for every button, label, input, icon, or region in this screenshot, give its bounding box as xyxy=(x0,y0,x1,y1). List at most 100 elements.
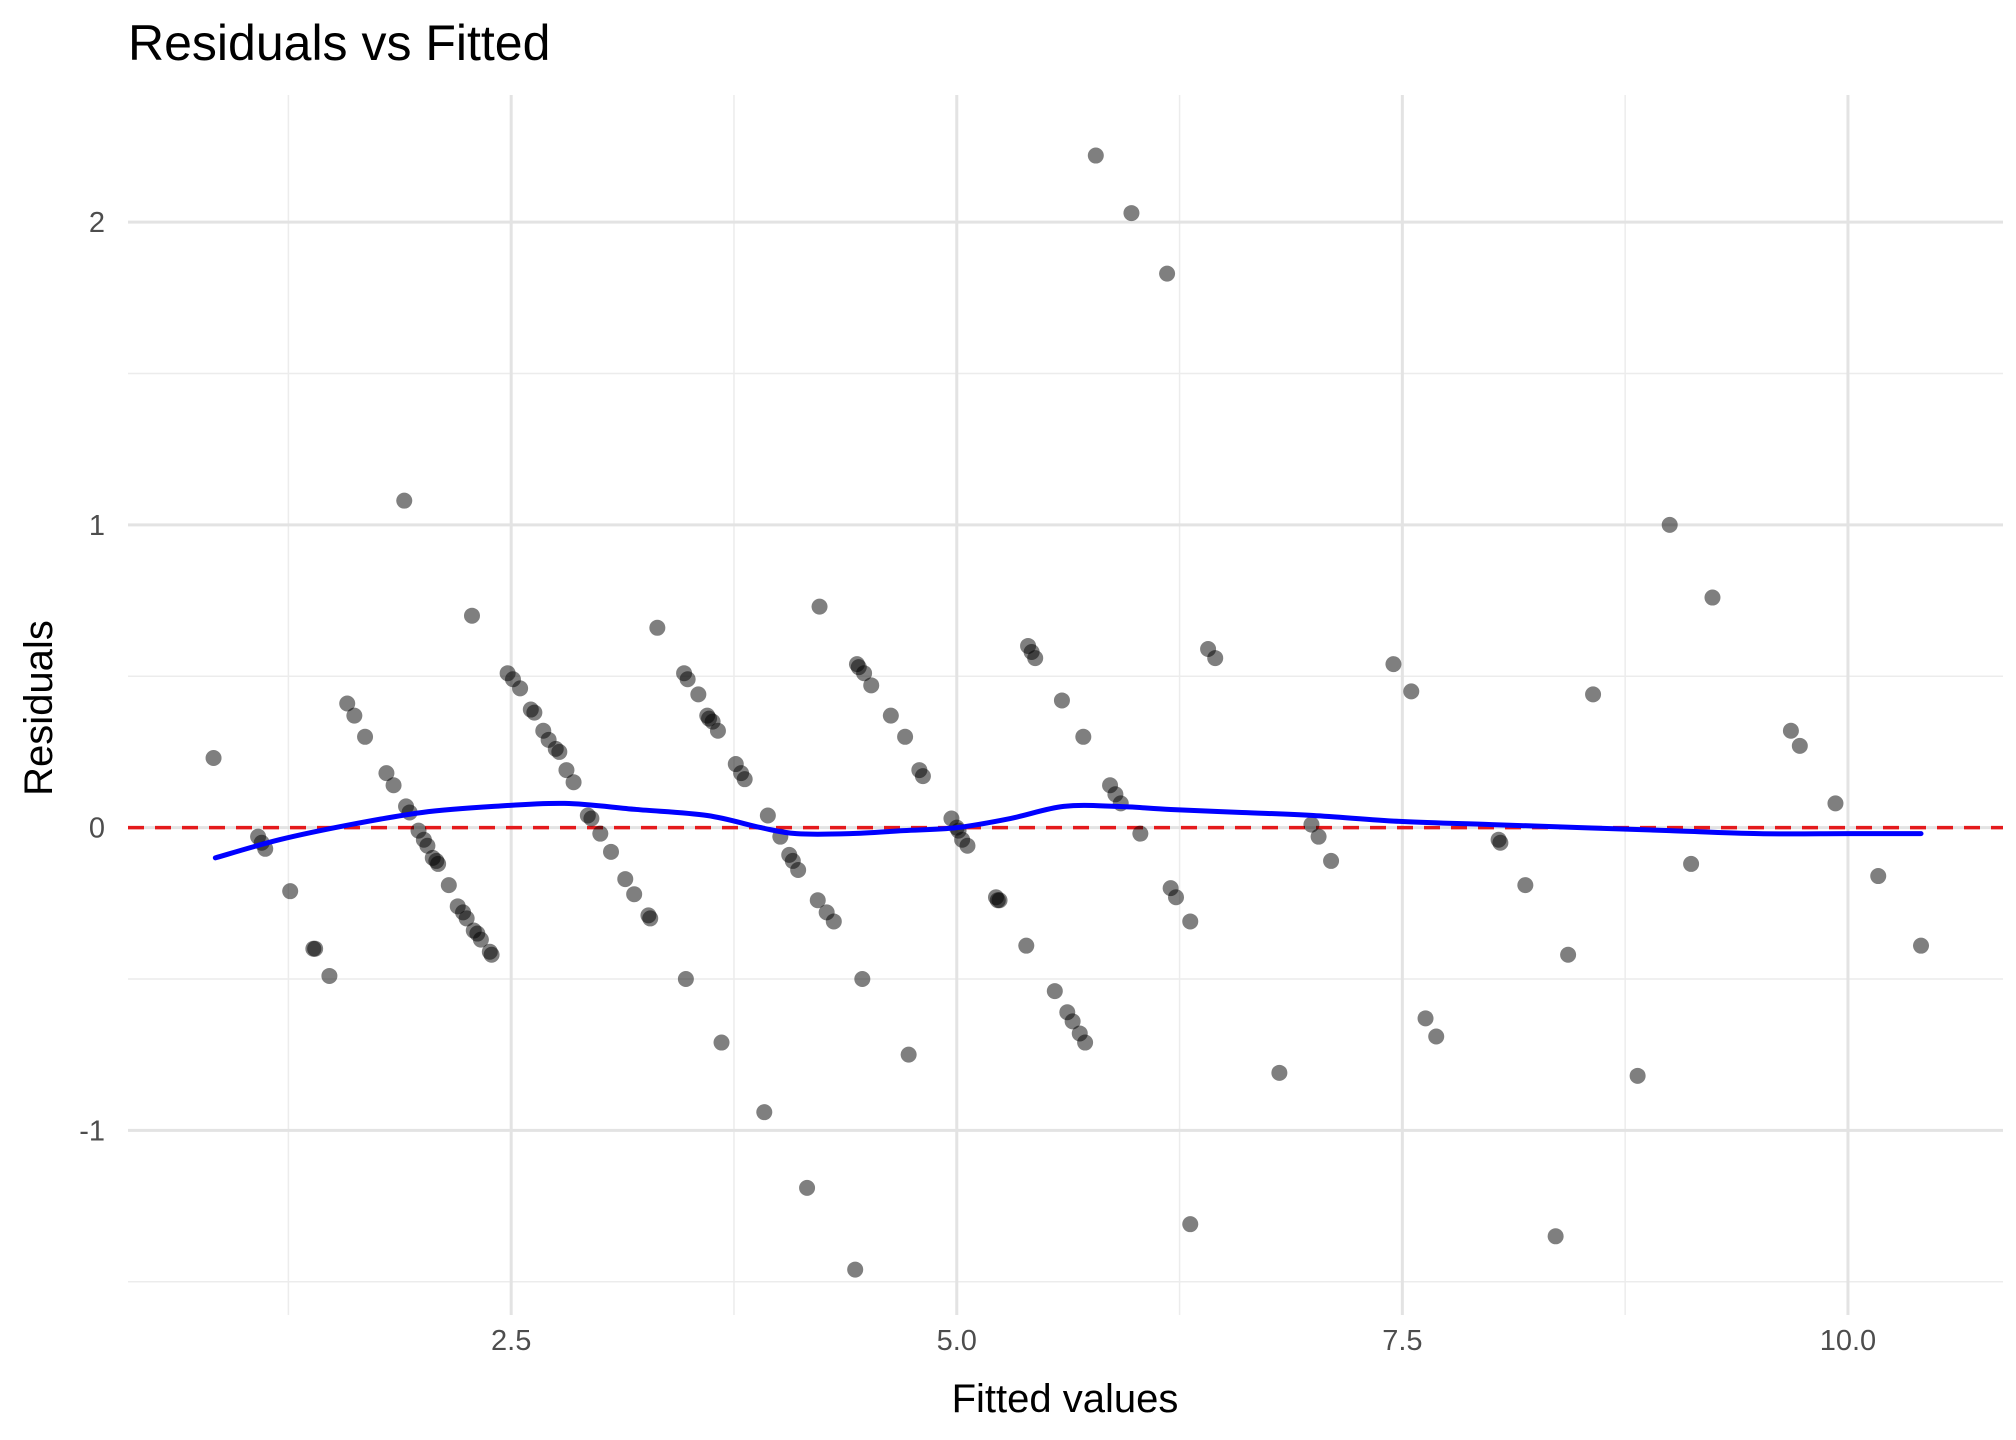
residual-point xyxy=(396,492,413,509)
residual-point xyxy=(1046,983,1063,1000)
y-tick-label: 0 xyxy=(89,813,105,845)
residual-point xyxy=(1913,937,1930,954)
residual-point xyxy=(1323,852,1340,869)
residual-point xyxy=(882,707,899,724)
residual-point xyxy=(1018,937,1035,954)
y-axis-label: Residuals xyxy=(17,620,61,796)
residual-point xyxy=(1310,828,1327,845)
residual-point xyxy=(1661,516,1678,533)
residual-point xyxy=(592,825,609,842)
residual-point xyxy=(1629,1067,1646,1084)
x-axis-ticks: 2.5 5.0 7.5 10.0 xyxy=(491,1325,1876,1357)
residual-point xyxy=(1492,834,1509,851)
residual-point xyxy=(1271,1064,1288,1081)
residual-point xyxy=(551,743,568,760)
residual-point xyxy=(483,946,500,963)
residual-point xyxy=(458,910,475,927)
residual-point xyxy=(1547,1228,1564,1245)
residual-point xyxy=(649,619,666,636)
residual-point xyxy=(357,728,374,745)
residual-point xyxy=(759,807,776,824)
residual-point xyxy=(1087,147,1104,164)
residual-point xyxy=(558,762,575,779)
residual-point xyxy=(321,967,338,984)
y-tick-label: 1 xyxy=(89,510,105,542)
residual-point xyxy=(679,671,696,688)
residual-point xyxy=(809,892,826,909)
residual-point xyxy=(1027,650,1044,667)
residual-point xyxy=(1303,816,1320,833)
residual-point xyxy=(1053,692,1070,709)
residual-point xyxy=(1791,737,1808,754)
residual-point xyxy=(1064,1013,1081,1030)
residual-point xyxy=(1782,722,1799,739)
residual-point xyxy=(339,695,356,712)
residual-point xyxy=(756,1104,773,1121)
residual-point xyxy=(307,940,324,957)
residual-point xyxy=(799,1179,816,1196)
residual-point xyxy=(1417,1010,1434,1027)
residual-point xyxy=(419,837,436,854)
residual-point xyxy=(1077,1034,1094,1051)
residual-point xyxy=(1385,656,1402,673)
residual-point xyxy=(617,871,634,888)
residual-point xyxy=(378,765,395,782)
y-tick-label: 2 xyxy=(89,207,105,239)
y-tick-label: -1 xyxy=(79,1115,105,1147)
residual-point xyxy=(1585,686,1602,703)
residual-point xyxy=(205,749,222,766)
chart-title: Residuals vs Fitted xyxy=(128,15,550,71)
residual-point xyxy=(863,677,880,694)
x-axis-label: Fitted values xyxy=(952,1377,1179,1421)
x-tick-label: 7.5 xyxy=(1382,1325,1422,1357)
residual-point xyxy=(565,774,582,791)
residual-point xyxy=(854,970,871,987)
residual-point xyxy=(1182,913,1199,930)
residual-point xyxy=(583,810,600,827)
residual-point xyxy=(642,910,659,927)
residual-point xyxy=(430,855,447,872)
residual-point xyxy=(385,777,402,794)
residual-point xyxy=(897,728,914,745)
residual-point xyxy=(1428,1028,1445,1045)
residual-point xyxy=(626,886,643,903)
residual-point xyxy=(736,771,753,788)
residual-point xyxy=(1075,728,1092,745)
residual-point xyxy=(959,837,976,854)
smooth-line xyxy=(212,800,1924,861)
residual-point xyxy=(1683,855,1700,872)
residual-point xyxy=(282,883,299,900)
residual-point xyxy=(1132,825,1149,842)
residual-point xyxy=(1870,868,1887,885)
residual-point xyxy=(463,607,480,624)
residual-point xyxy=(1704,589,1721,606)
x-tick-label: 10.0 xyxy=(1820,1325,1876,1357)
residual-point xyxy=(526,704,543,721)
x-tick-label: 5.0 xyxy=(937,1325,977,1357)
residual-point xyxy=(1123,205,1140,222)
residual-point xyxy=(677,970,694,987)
smooth-line-group xyxy=(212,800,1924,861)
residual-point xyxy=(1560,946,1577,963)
residual-point xyxy=(1403,683,1420,700)
residual-point xyxy=(1159,265,1176,282)
residual-point xyxy=(856,665,873,682)
residual-point xyxy=(1182,1216,1199,1233)
residual-point xyxy=(790,861,807,878)
residual-point xyxy=(440,877,457,894)
residual-point xyxy=(1517,877,1534,894)
residual-point xyxy=(1207,650,1224,667)
residual-point xyxy=(690,686,707,703)
residual-point xyxy=(1827,795,1844,812)
residual-point xyxy=(1168,889,1185,906)
residual-point xyxy=(472,931,489,948)
residual-point xyxy=(811,598,828,615)
y-axis-ticks: -1 0 1 2 xyxy=(79,207,105,1147)
residual-point xyxy=(713,1034,730,1051)
residual-point xyxy=(346,707,363,724)
residual-point xyxy=(512,680,529,697)
residual-point xyxy=(900,1046,917,1063)
residual-point xyxy=(825,913,842,930)
